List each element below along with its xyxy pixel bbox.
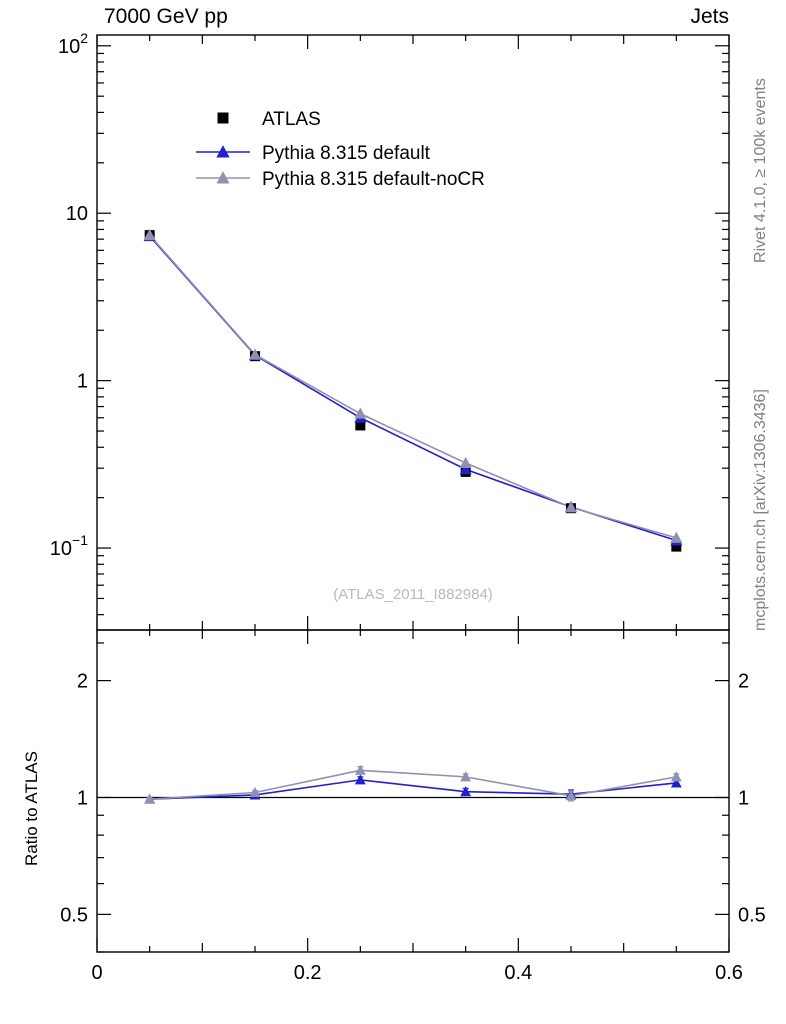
svg-text:2: 2	[77, 671, 88, 693]
svg-text:0.6: 0.6	[715, 962, 743, 984]
axis-tick-labels: 0 0.2 0.4 0.6 102 10 1 10−1 2 2 1 1 0.5 0.5	[50, 30, 766, 984]
beam-title: 7000 GeV pp	[104, 5, 228, 28]
series-pythia-8-315-default-nocr	[143, 228, 683, 804]
analysis-title: Jets	[690, 5, 729, 28]
svg-text:0.5: 0.5	[60, 904, 88, 926]
svg-text:0.2: 0.2	[294, 962, 322, 984]
analysis-id-watermark: (ATLAS_2011_I882984)	[333, 586, 493, 603]
legend: ATLAS Pythia 8.315 default Pythia 8.315 de…	[196, 109, 485, 190]
ratio-axis-title: Ratio to ATLAS	[22, 751, 41, 866]
ratio-line-pythia-8-315-default	[149, 779, 677, 800]
mcplots-arxiv-label: mcplots.cern.ch [arXiv:1306.3436]	[752, 389, 769, 631]
svg-text:Pythia 8.315 default-noCR: Pythia 8.315 default-noCR	[262, 169, 485, 190]
line-pythia-8-315-default	[149, 235, 677, 542]
svg-text:1: 1	[77, 787, 88, 809]
svg-text:Pythia 8.315 default: Pythia 8.315 default	[262, 143, 431, 164]
svg-text:10−1: 10−1	[50, 532, 88, 560]
svg-text:0.4: 0.4	[504, 962, 532, 984]
svg-text:102: 102	[58, 30, 88, 58]
rivet-version-label: Rivet 4.1.0, ≥ 100k events	[752, 78, 769, 263]
series-atlas	[144, 230, 682, 552]
svg-text:0: 0	[91, 962, 102, 984]
svg-text:0.5: 0.5	[738, 904, 766, 926]
svg-text:10: 10	[66, 203, 88, 225]
line-pythia-8-315-default-nocr	[149, 234, 677, 539]
svg-text:1: 1	[77, 371, 88, 393]
ratio-line-pythia-8-315-default-nocr	[149, 769, 677, 800]
svg-text:ATLAS: ATLAS	[262, 109, 321, 130]
svg-text:1: 1	[738, 787, 749, 809]
svg-text:2: 2	[738, 671, 749, 693]
